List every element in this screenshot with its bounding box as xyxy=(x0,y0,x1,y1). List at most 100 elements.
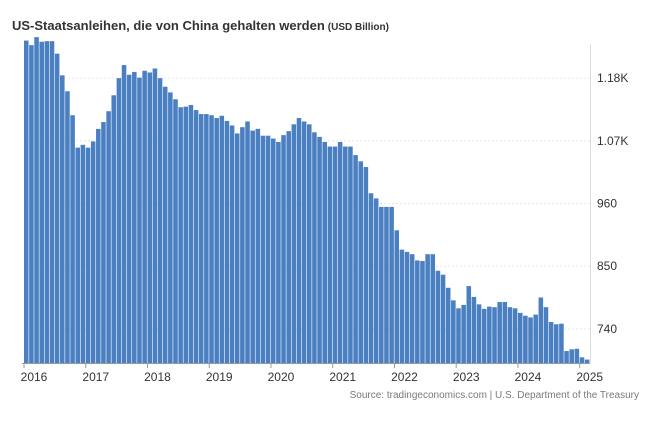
bar xyxy=(404,251,410,363)
bar xyxy=(358,161,363,363)
bar xyxy=(188,104,194,363)
bar xyxy=(456,308,461,363)
bar xyxy=(476,304,482,363)
x-tick-label: 2023 xyxy=(453,370,480,384)
bar xyxy=(183,106,189,363)
bar xyxy=(224,120,230,364)
bar xyxy=(415,260,420,363)
x-tick-label: 2025 xyxy=(576,370,603,384)
bar xyxy=(54,53,60,364)
bar xyxy=(121,65,127,363)
bar xyxy=(564,351,569,363)
bar xyxy=(528,317,533,363)
bar xyxy=(322,141,327,363)
bar xyxy=(368,193,374,363)
bar xyxy=(353,155,358,363)
bar xyxy=(327,146,333,363)
bar xyxy=(34,37,39,363)
x-tick-label: 2022 xyxy=(391,370,418,384)
x-tick-label: 2019 xyxy=(206,370,233,384)
bar xyxy=(178,107,183,363)
bar xyxy=(24,40,29,363)
bar xyxy=(126,74,132,363)
bar xyxy=(147,72,153,363)
bar xyxy=(49,41,55,364)
bar xyxy=(137,77,142,364)
bar xyxy=(70,115,75,364)
bar xyxy=(430,254,436,363)
bar xyxy=(373,198,379,363)
bar xyxy=(445,287,451,363)
bar xyxy=(307,124,312,363)
bar xyxy=(39,41,44,363)
bar xyxy=(389,206,394,363)
bar xyxy=(317,136,322,363)
bar xyxy=(111,95,117,364)
bar xyxy=(543,307,549,363)
source-note: Source: tradingeconomics.com | U.S. Depa… xyxy=(349,390,639,401)
bar xyxy=(363,167,369,363)
bar xyxy=(60,75,65,363)
bar xyxy=(157,78,163,364)
bar xyxy=(85,147,91,363)
bar xyxy=(517,312,523,363)
y-tick-label: 740 xyxy=(597,322,617,336)
bar xyxy=(332,146,338,363)
bar xyxy=(44,41,50,364)
x-tick-label: 2024 xyxy=(515,370,542,384)
bar xyxy=(548,321,554,363)
bars xyxy=(24,37,590,364)
bar xyxy=(90,141,96,363)
x-tick-labels: 2016 2017 2018 2019 2020 2021 2022 2023 2024 2025 xyxy=(21,370,604,384)
bar xyxy=(399,249,405,363)
bar xyxy=(281,135,286,363)
bar xyxy=(276,141,281,363)
bar xyxy=(553,324,559,363)
bar xyxy=(487,306,492,363)
bar xyxy=(96,128,101,363)
bar xyxy=(507,307,513,363)
bar xyxy=(301,121,307,363)
bar xyxy=(466,286,472,363)
bar xyxy=(538,297,544,363)
bar xyxy=(512,308,518,363)
x-tick-label: 2017 xyxy=(82,370,109,384)
bar xyxy=(394,230,400,363)
bar xyxy=(559,323,564,363)
bar xyxy=(461,304,466,363)
bar xyxy=(265,135,271,363)
bar xyxy=(234,133,240,363)
bar xyxy=(523,315,528,363)
bar xyxy=(132,71,137,363)
bar xyxy=(425,254,430,363)
axes xyxy=(22,44,591,368)
bar xyxy=(312,132,317,363)
bar xyxy=(348,146,353,363)
bar xyxy=(204,114,209,363)
bar xyxy=(343,146,348,363)
bar xyxy=(451,300,456,363)
chart-unit: (USD Billion) xyxy=(327,22,389,33)
bar xyxy=(291,124,297,363)
bar xyxy=(101,122,106,363)
bar xyxy=(198,114,204,363)
bar xyxy=(209,115,214,364)
bar xyxy=(409,254,415,363)
bar xyxy=(420,261,425,363)
bar xyxy=(440,274,446,363)
bar xyxy=(229,125,235,364)
y-tick-label: 1.18K xyxy=(597,71,628,85)
bar xyxy=(116,78,122,364)
bar xyxy=(579,357,585,363)
bar xyxy=(481,308,487,363)
bar xyxy=(497,302,502,363)
x-tick-label: 2018 xyxy=(144,370,171,384)
bar xyxy=(250,130,255,363)
bar xyxy=(502,302,508,363)
bar xyxy=(569,349,574,363)
bar xyxy=(435,270,441,363)
y-tick-labels: 740 850 960 1.07K 1.18K xyxy=(597,71,628,336)
bar xyxy=(584,359,590,363)
y-tick-label: 850 xyxy=(597,259,617,273)
bar xyxy=(245,121,250,363)
